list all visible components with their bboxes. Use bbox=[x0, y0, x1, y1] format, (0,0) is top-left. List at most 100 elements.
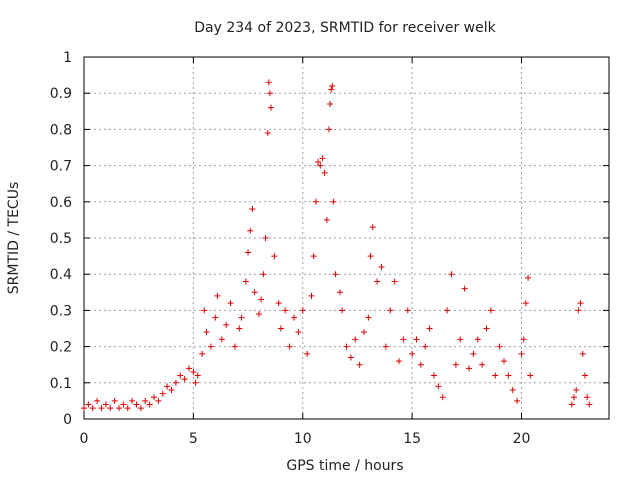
data-point bbox=[396, 358, 402, 365]
y-tick-label: 0.6 bbox=[50, 195, 72, 211]
y-tick-label: 0.1 bbox=[50, 376, 72, 392]
data-point bbox=[265, 79, 272, 86]
data-point bbox=[310, 253, 317, 260]
data-point bbox=[336, 289, 343, 296]
data-point bbox=[369, 224, 376, 231]
data-point bbox=[584, 394, 591, 401]
x-tick-label: 15 bbox=[403, 431, 421, 447]
data-point bbox=[133, 401, 140, 408]
data-point bbox=[89, 405, 96, 412]
data-point bbox=[378, 263, 385, 270]
data-point bbox=[177, 372, 184, 379]
y-tick-label: 0.7 bbox=[50, 159, 72, 175]
data-point bbox=[520, 336, 527, 343]
data-point bbox=[124, 405, 131, 412]
data-point bbox=[190, 368, 197, 375]
data-point bbox=[194, 372, 201, 379]
data-point bbox=[319, 155, 326, 162]
data-point bbox=[444, 307, 451, 314]
data-point bbox=[367, 253, 374, 260]
data-point bbox=[214, 292, 221, 299]
data-point bbox=[413, 336, 420, 343]
data-point bbox=[168, 387, 175, 394]
y-axis-label: SRMTID / TECUs bbox=[6, 182, 22, 295]
x-tick-label: 20 bbox=[513, 431, 531, 447]
data-point bbox=[247, 227, 254, 234]
data-point bbox=[192, 379, 199, 386]
data-point bbox=[286, 343, 293, 350]
data-point bbox=[102, 401, 109, 408]
data-point bbox=[159, 390, 166, 397]
y-tick-label: 0.4 bbox=[50, 267, 72, 283]
data-point bbox=[391, 278, 398, 285]
data-point bbox=[466, 365, 472, 372]
data-point bbox=[496, 343, 503, 350]
data-point bbox=[146, 401, 153, 408]
data-point bbox=[525, 274, 532, 281]
data-point bbox=[439, 394, 446, 401]
data-point bbox=[461, 285, 468, 292]
data-point bbox=[81, 405, 87, 412]
data-point bbox=[352, 336, 359, 343]
y-tick-label: 0.3 bbox=[50, 303, 72, 319]
data-point bbox=[262, 235, 269, 241]
y-tick-label: 0.8 bbox=[50, 122, 72, 138]
data-point bbox=[238, 314, 245, 321]
data-point bbox=[387, 307, 394, 314]
data-point bbox=[116, 405, 122, 412]
data-point bbox=[452, 361, 459, 368]
data-point bbox=[505, 372, 512, 379]
data-point bbox=[282, 307, 289, 314]
data-point bbox=[522, 300, 529, 307]
chart-title: Day 234 of 2023, SRMTID for receiver wel… bbox=[194, 20, 496, 36]
data-point bbox=[501, 358, 507, 365]
data-point bbox=[227, 300, 234, 307]
data-point bbox=[94, 397, 101, 404]
data-point bbox=[172, 379, 179, 386]
data-point bbox=[264, 130, 271, 137]
data-point bbox=[586, 401, 593, 408]
data-point bbox=[308, 292, 315, 299]
data-point bbox=[107, 405, 114, 412]
data-point bbox=[271, 253, 278, 260]
y-tick-label: 1 bbox=[63, 50, 72, 66]
y-tick-label: 0.5 bbox=[50, 231, 72, 247]
data-point bbox=[448, 271, 455, 278]
data-point bbox=[181, 376, 188, 383]
data-point bbox=[374, 278, 381, 285]
data-point bbox=[581, 372, 588, 379]
data-point bbox=[328, 86, 335, 93]
data-point bbox=[382, 343, 389, 350]
data-point bbox=[260, 271, 267, 278]
axis-ticks: 00.10.20.30.40.50.60.70.80.910 5 10 15 20 bbox=[50, 50, 609, 447]
data-point bbox=[98, 405, 105, 412]
data-point bbox=[236, 325, 243, 332]
data-point bbox=[186, 365, 192, 372]
data-point bbox=[315, 158, 322, 165]
data-point bbox=[223, 321, 230, 328]
x-axis-label: GPS time / hours bbox=[286, 458, 403, 474]
data-point bbox=[304, 350, 311, 357]
data-point bbox=[470, 350, 477, 357]
data-point bbox=[321, 169, 328, 176]
x-tick-label: 0 bbox=[80, 431, 89, 447]
data-point bbox=[85, 401, 92, 408]
data-point bbox=[356, 361, 363, 368]
data-point bbox=[291, 314, 297, 321]
data-point bbox=[509, 387, 516, 394]
data-point bbox=[207, 343, 214, 350]
data-point bbox=[343, 343, 350, 350]
data-point bbox=[317, 162, 324, 169]
data-point bbox=[400, 336, 407, 343]
data-point bbox=[212, 314, 219, 321]
data-point bbox=[231, 343, 238, 350]
data-point bbox=[518, 350, 525, 357]
x-tick-label: 5 bbox=[189, 431, 198, 447]
data-point bbox=[339, 307, 346, 314]
data-point bbox=[155, 397, 162, 404]
x-tick-label: 10 bbox=[294, 431, 312, 447]
data-point bbox=[137, 405, 144, 412]
data-point bbox=[365, 314, 372, 321]
